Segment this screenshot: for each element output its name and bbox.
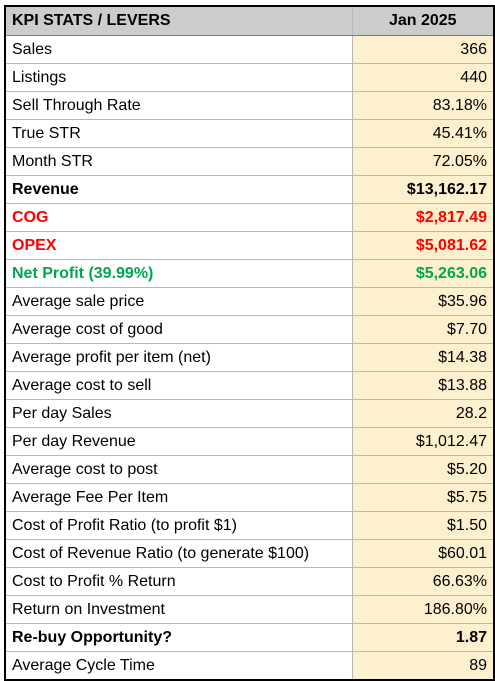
kpi-label-cell[interactable]: Average cost of good xyxy=(4,315,353,344)
kpi-table: KPI STATS / LEVERS Jan 2025 Sales 366 List… xyxy=(4,5,495,681)
kpi-label-cell[interactable]: Cost to Profit % Return xyxy=(4,567,353,596)
kpi-value-cell[interactable]: $60.01 xyxy=(351,539,495,568)
table-row: Sell Through Rate 83.18% xyxy=(4,91,495,120)
table-row: OPEX $5,081.62 xyxy=(4,231,495,260)
table-row: Per day Sales 28.2 xyxy=(4,399,495,428)
kpi-label-cell[interactable]: Revenue xyxy=(4,175,353,204)
kpi-label-cell[interactable]: Average cost to post xyxy=(4,455,353,484)
table-row: Cost to Profit % Return 66.63% xyxy=(4,567,495,596)
table-row: Average profit per item (net) $14.38 xyxy=(4,343,495,372)
kpi-label-cell[interactable]: Net Profit (39.99%) xyxy=(4,259,353,288)
table-row: Average cost of good $7.70 xyxy=(4,315,495,344)
kpi-value-cell[interactable]: $13,162.17 xyxy=(351,175,495,204)
kpi-label-cell[interactable]: OPEX xyxy=(4,231,353,260)
table-row: Listings 440 xyxy=(4,63,495,92)
table-row: Cost of Revenue Ratio (to generate $100)… xyxy=(4,539,495,568)
table-row: Average sale price $35.96 xyxy=(4,287,495,316)
kpi-label-cell[interactable]: Average sale price xyxy=(4,287,353,316)
kpi-label-cell[interactable]: Cost of Profit Ratio (to profit $1) xyxy=(4,511,353,540)
kpi-value-cell[interactable]: $5,081.62 xyxy=(351,231,495,260)
kpi-value-cell[interactable]: 366 xyxy=(351,35,495,64)
kpi-value-cell[interactable]: $35.96 xyxy=(351,287,495,316)
kpi-value-cell[interactable]: $1,012.47 xyxy=(351,427,495,456)
kpi-label-cell[interactable]: Re-buy Opportunity? xyxy=(4,623,353,652)
kpi-value-cell[interactable]: 83.18% xyxy=(351,91,495,120)
table-row: Per day Revenue $1,012.47 xyxy=(4,427,495,456)
table-row: True STR 45.41% xyxy=(4,119,495,148)
table-row: Average Cycle Time 89 xyxy=(4,651,495,681)
kpi-value-cell[interactable]: $14.38 xyxy=(351,343,495,372)
table-row: Net Profit (39.99%) $5,263.06 xyxy=(4,259,495,288)
kpi-label-cell[interactable]: COG xyxy=(4,203,353,232)
kpi-value-cell[interactable]: 45.41% xyxy=(351,119,495,148)
kpi-label-cell[interactable]: Sell Through Rate xyxy=(4,91,353,120)
kpi-label-cell[interactable]: Average Fee Per Item xyxy=(4,483,353,512)
kpi-label-cell[interactable]: Average cost to sell xyxy=(4,371,353,400)
kpi-table-header: KPI STATS / LEVERS Jan 2025 xyxy=(4,5,495,36)
kpi-value-cell[interactable]: $5.20 xyxy=(351,455,495,484)
kpi-label-cell[interactable]: Return on Investment xyxy=(4,595,353,624)
header-label-cell[interactable]: KPI STATS / LEVERS xyxy=(4,5,353,36)
kpi-label-cell[interactable]: Average Cycle Time xyxy=(4,651,353,681)
kpi-label-cell[interactable]: Per day Sales xyxy=(4,399,353,428)
header-period-cell[interactable]: Jan 2025 xyxy=(351,5,495,36)
kpi-value-cell[interactable]: 89 xyxy=(351,651,495,681)
table-row: Return on Investment 186.80% xyxy=(4,595,495,624)
kpi-value-cell[interactable]: 186.80% xyxy=(351,595,495,624)
table-row: Re-buy Opportunity? 1.87 xyxy=(4,623,495,652)
table-row: Average cost to post $5.20 xyxy=(4,455,495,484)
header-row: KPI STATS / LEVERS Jan 2025 xyxy=(4,5,495,36)
kpi-value-cell[interactable]: 72.05% xyxy=(351,147,495,176)
table-row: Average Fee Per Item $5.75 xyxy=(4,483,495,512)
table-row: Cost of Profit Ratio (to profit $1) $1.50 xyxy=(4,511,495,540)
table-row: Sales 366 xyxy=(4,35,495,64)
kpi-label-cell[interactable]: True STR xyxy=(4,119,353,148)
kpi-value-cell[interactable]: $5,263.06 xyxy=(351,259,495,288)
kpi-table-body: Sales 366 Listings 440 Sell Through Rate 83.1… xyxy=(4,35,495,681)
kpi-label-cell[interactable]: Cost of Revenue Ratio (to generate $100) xyxy=(4,539,353,568)
kpi-value-cell[interactable]: $2,817.49 xyxy=(351,203,495,232)
kpi-value-cell[interactable]: $5.75 xyxy=(351,483,495,512)
kpi-value-cell[interactable]: $7.70 xyxy=(351,315,495,344)
kpi-label-cell[interactable]: Average profit per item (net) xyxy=(4,343,353,372)
kpi-label-cell[interactable]: Month STR xyxy=(4,147,353,176)
table-row: Average cost to sell $13.88 xyxy=(4,371,495,400)
kpi-value-cell[interactable]: 1.87 xyxy=(351,623,495,652)
kpi-value-cell[interactable]: 66.63% xyxy=(351,567,495,596)
kpi-label-cell[interactable]: Sales xyxy=(4,35,353,64)
kpi-value-cell[interactable]: $1.50 xyxy=(351,511,495,540)
kpi-value-cell[interactable]: 28.2 xyxy=(351,399,495,428)
kpi-value-cell[interactable]: 440 xyxy=(351,63,495,92)
table-row: Revenue $13,162.17 xyxy=(4,175,495,204)
kpi-label-cell[interactable]: Per day Revenue xyxy=(4,427,353,456)
kpi-label-cell[interactable]: Listings xyxy=(4,63,353,92)
table-row: COG $2,817.49 xyxy=(4,203,495,232)
kpi-value-cell[interactable]: $13.88 xyxy=(351,371,495,400)
table-row: Month STR 72.05% xyxy=(4,147,495,176)
